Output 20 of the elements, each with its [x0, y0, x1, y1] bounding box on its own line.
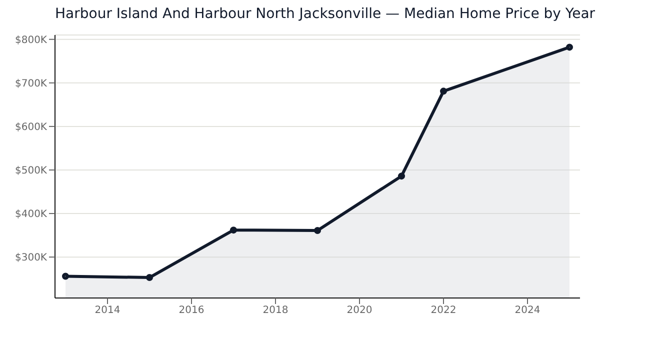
point	[440, 88, 447, 95]
x-tick-label: 2024	[514, 305, 540, 316]
point	[230, 226, 237, 234]
x-tick-label: 2018	[262, 305, 288, 316]
point	[146, 274, 153, 282]
x-tick-label: 2020	[346, 305, 372, 316]
y-tick-label: $300K	[14, 252, 48, 264]
y-tick-label: $600K	[14, 122, 48, 133]
x-tick-label: 2014	[94, 305, 120, 316]
point	[566, 44, 573, 51]
point	[398, 172, 405, 180]
x-tick-label: 2022	[430, 305, 456, 316]
x-tick-label: 2016	[178, 305, 204, 316]
point	[314, 227, 321, 234]
point	[62, 272, 69, 280]
y-tick-label: $700K	[14, 78, 48, 90]
y-tick-label: $400K	[14, 209, 48, 220]
y-tick-label: $500K	[14, 166, 48, 177]
y-tick-label: $800K	[14, 34, 48, 46]
chart-title: Harbour Island And Harbour North Jacksonville — Median Home Price by Year	[55, 6, 596, 22]
